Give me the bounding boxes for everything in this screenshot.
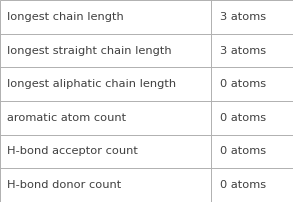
Text: 0 atoms: 0 atoms [220, 180, 266, 190]
Text: 0 atoms: 0 atoms [220, 146, 266, 157]
Text: longest chain length: longest chain length [7, 12, 124, 22]
Text: H-bond acceptor count: H-bond acceptor count [7, 146, 138, 157]
Text: 3 atoms: 3 atoms [220, 12, 266, 22]
Text: 3 atoms: 3 atoms [220, 45, 266, 56]
Text: aromatic atom count: aromatic atom count [7, 113, 127, 123]
Text: 0 atoms: 0 atoms [220, 79, 266, 89]
Text: longest aliphatic chain length: longest aliphatic chain length [7, 79, 176, 89]
Text: longest straight chain length: longest straight chain length [7, 45, 172, 56]
Text: 0 atoms: 0 atoms [220, 113, 266, 123]
Text: H-bond donor count: H-bond donor count [7, 180, 122, 190]
